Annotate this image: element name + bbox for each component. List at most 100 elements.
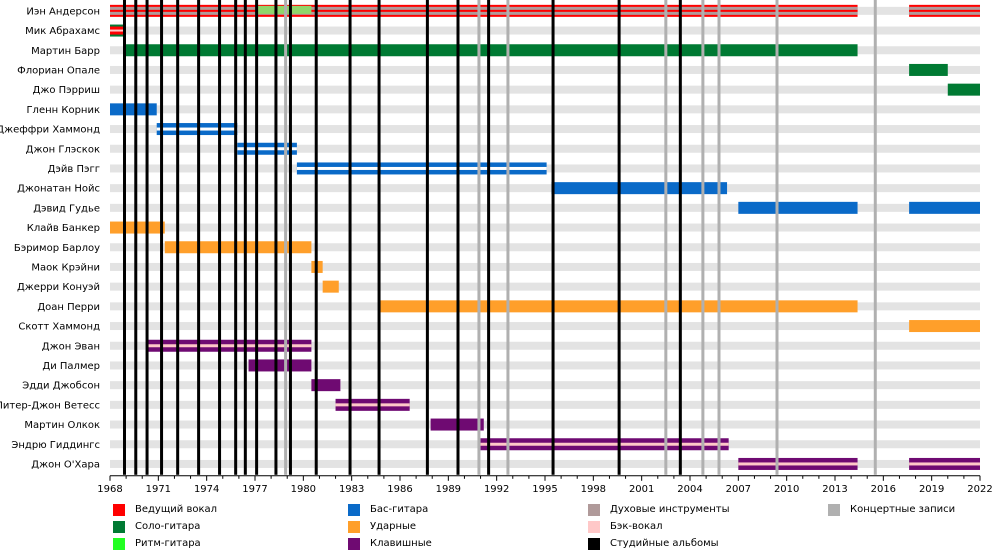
member-name: Гленн Корник (26, 105, 100, 116)
legend-swatch (828, 504, 840, 516)
legend-swatch (588, 504, 600, 516)
bar-lead-guitar (909, 63, 948, 76)
bar-drums (909, 320, 980, 333)
legend-item-drums: Ударные (348, 521, 416, 534)
legend-label: Ведущий вокал (135, 504, 218, 515)
bar-keyboards (248, 359, 312, 372)
member-name: Джо Пэрриш (33, 85, 100, 96)
row-stripe (110, 144, 980, 153)
studio-album-line (218, 0, 222, 475)
x-tick-label: 2007 (726, 484, 751, 495)
member-name: Мартин Олкок (24, 420, 100, 431)
bar-lead-vocals-stripe (110, 9, 858, 12)
x-tick-label: 1983 (339, 484, 364, 495)
release-lines (123, 0, 877, 475)
studio-album-line (160, 0, 164, 475)
legend-item-lead-vocals: Ведущий вокал (113, 504, 217, 517)
member-name: Джон Глэскок (26, 144, 100, 155)
studio-album-line (123, 0, 126, 475)
live-album-line (506, 0, 510, 475)
legend-item-backing-vocals: Бэк-вокал (588, 521, 663, 534)
studio-album-line (274, 0, 278, 475)
row-stripe (110, 420, 980, 429)
member-name: Эдди Джобсон (22, 381, 100, 392)
legend-label: Ударные (370, 521, 417, 532)
studio-album-line (678, 0, 682, 475)
bar-backing-vocals-stripe (147, 344, 312, 348)
member-name: Флориан Опале (17, 65, 100, 76)
bar-lead-guitar (124, 44, 858, 57)
live-album-line (717, 0, 721, 475)
bar-drums (110, 221, 165, 234)
row-stripes (110, 6, 980, 468)
member-name: Дэвид Гудье (33, 203, 100, 214)
x-tick-label: 2004 (677, 484, 702, 495)
legend-item-studio-albums: Студийные альбомы (588, 538, 719, 551)
studio-album-line (377, 0, 381, 475)
member-name: Мартин Барр (31, 46, 100, 57)
studio-album-line (145, 0, 149, 475)
bar-backing-vocals-stripe (237, 147, 297, 151)
row-stripe (110, 381, 980, 390)
row-stripe (110, 125, 980, 134)
legend-label: Ритм-гитара (135, 538, 201, 549)
studio-album-line (197, 0, 201, 475)
bar-bass (551, 182, 728, 195)
legend-item-bass: Бас-гитара (348, 504, 428, 517)
x-tick-label: 2022 (967, 484, 992, 495)
x-tick-label: 1989 (436, 484, 461, 495)
legend-item-rhythm-guitar: Ритм-гитара (113, 538, 201, 551)
row-stripe (110, 85, 980, 94)
studio-album-line (551, 0, 555, 475)
row-stripe (110, 341, 980, 350)
x-tick-label: 2010 (774, 484, 799, 495)
legend-swatch (348, 521, 360, 533)
live-album-line (775, 0, 779, 475)
member-name: Эндрю Гиддингс (11, 440, 100, 451)
studio-album-line (425, 0, 429, 475)
x-tick-label: 1986 (387, 484, 412, 495)
legend-swatch (113, 504, 125, 516)
legend-swatch (588, 521, 600, 533)
bar-rhythm-guitar (256, 5, 312, 14)
studio-album-line (348, 0, 352, 475)
legend-item-lead-guitar: Соло-гитара (113, 521, 200, 534)
bar-bass (738, 201, 858, 214)
x-tick-label: 1992 (484, 484, 509, 495)
legend-item-live-albums: Концертные записи (828, 504, 955, 517)
member-name: Питер-Джон Ветесс (0, 400, 100, 411)
member-name: Иэн Андерсон (26, 6, 100, 17)
legend-label: Соло-гитара (135, 521, 201, 532)
legend-item-keyboards: Клавишные (348, 538, 432, 551)
legend-label: Бэк-вокал (610, 521, 663, 532)
studio-album-line (288, 0, 292, 475)
bar-backing-vocals-stripe (296, 166, 547, 170)
live-album-line (701, 0, 705, 475)
x-tick-label: 1998 (581, 484, 606, 495)
row-stripe (110, 105, 980, 114)
bar-backing-vocals-stripe (110, 29, 125, 32)
x-tick-label: 1971 (146, 484, 171, 495)
bar-backing-vocals-stripe (909, 462, 980, 466)
legend-swatch (113, 538, 125, 550)
x-tick-label: 1977 (242, 484, 267, 495)
studio-album-line (456, 0, 460, 475)
x-tick-label: 2019 (919, 484, 944, 495)
row-stripe (110, 361, 980, 370)
bar-backing-vocals-stripe (738, 462, 858, 466)
member-names: Иэн Андерсон Мик Абрахамс Мартин Барр Флори… (0, 6, 100, 470)
legend-swatch (348, 538, 360, 550)
studio-album-line (255, 0, 259, 475)
member-name: Джерри Конуэй (17, 282, 100, 293)
x-tick-label: 2001 (629, 484, 654, 495)
row-stripe (110, 184, 980, 193)
legend: Ведущий вокал Соло-гитара Ритм-гитара Бас-г… (0, 500, 1000, 556)
row-stripe (110, 459, 980, 468)
member-name: Джонатан Нойс (17, 184, 100, 195)
legend-label: Концертные записи (850, 504, 956, 515)
member-name: Мик Абрахамс (25, 26, 100, 37)
studio-album-line (487, 0, 491, 475)
live-album-line (873, 0, 877, 475)
row-stripe (110, 322, 980, 331)
member-name: Клайв Банкер (27, 223, 100, 234)
